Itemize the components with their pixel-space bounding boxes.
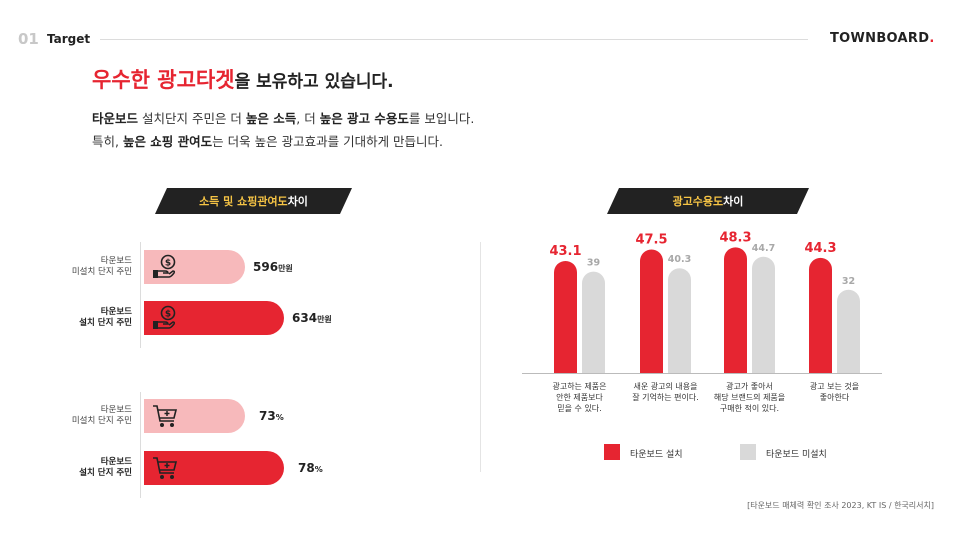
sub2-part1: 특히,	[92, 134, 123, 149]
sub1-part4: , 더	[296, 111, 320, 126]
source-note: [타운보드 매체력 확인 조사 2023, KT IS / 한국리서치]	[747, 501, 934, 510]
section-label: Target	[47, 32, 91, 46]
logo-text: TOWNBOARD	[830, 31, 930, 46]
value-label-installed-3: 44.3	[804, 241, 836, 256]
income-value-unit: 만원	[278, 264, 293, 273]
bar-uninstalled-0	[582, 271, 605, 373]
title-rest: 을 보유하고 있습니다.	[234, 72, 394, 92]
shopping-value-unit: %	[275, 413, 284, 422]
category-label-line: 해당 브랜드의 제품을	[713, 393, 786, 402]
right-section-title: 광고수용도 차이	[607, 188, 809, 214]
hand-coin-icon: $	[153, 254, 176, 278]
value-label-installed-2: 48.3	[719, 230, 751, 245]
income-value-unit: 만원	[317, 315, 332, 324]
sub2-part2: 높은 쇼핑 관여도	[122, 134, 213, 149]
bar-installed-3	[809, 257, 832, 373]
header-divider	[100, 39, 808, 40]
income-value-number: 634	[292, 311, 318, 325]
shopping-value-number: 78	[298, 461, 315, 475]
bar-uninstalled-3	[837, 289, 860, 373]
income-row-label-line2: 미설치 단지 주민	[71, 267, 132, 277]
shopping-row-label-line2: 미설치 단지 주민	[71, 416, 132, 426]
left-title-rest: 차이	[287, 195, 308, 208]
subtitle-line-2: 특히, 높은 쇼핑 관여도는 더욱 높은 광고효과를 기대하게 만듭니다.	[92, 131, 443, 150]
bar-installed-0	[554, 260, 577, 373]
bar-installed-2	[724, 247, 747, 373]
category-label-line: 광고하는 제품은	[552, 382, 607, 391]
page-title: 우수한 광고타겟을 보유하고 있습니다.	[92, 64, 394, 94]
right-title-rest: 차이	[723, 195, 744, 208]
category-label-line: 광고 보는 것을	[809, 382, 860, 391]
value-label-uninstalled-2: 44.7	[752, 243, 775, 254]
category-label-line: 잘 기억하는 편이다.	[632, 393, 699, 402]
income-row-label-line1: 타운보드	[100, 307, 132, 317]
sub2-part3: 는 더욱 높은 광고효과를 기대하게 만듭니다.	[212, 134, 444, 149]
category-label-line: 구매한 적이 있다.	[719, 404, 780, 413]
sub1-part5: 높은 광고 수용도	[319, 111, 409, 126]
shopping-cart-icon	[153, 405, 178, 427]
right-title-em: 광고수용도	[672, 195, 724, 208]
legend-label-uninstalled: 타운보드 미설치	[766, 450, 827, 460]
income-row-label-line1: 타운보드	[100, 256, 132, 266]
svg-text:$: $	[165, 258, 171, 268]
section-number: 01	[18, 30, 39, 48]
income-value-number: 596	[253, 260, 279, 274]
section-divider	[480, 242, 481, 472]
bar-installed-1	[640, 249, 663, 373]
svg-text:$: $	[165, 309, 171, 319]
income-group-axis	[140, 242, 141, 348]
title-highlight: 우수한 광고타겟	[92, 68, 235, 92]
category-label-line: 믿을 수 있다.	[557, 404, 602, 413]
shopping-row-label-line1: 타운보드	[100, 457, 132, 467]
left-title-em: 소득 및 쇼핑관여도	[199, 195, 288, 208]
value-label-uninstalled-1: 40.3	[668, 254, 691, 265]
legend-label-installed: 타운보드 설치	[630, 450, 683, 460]
income-bar-uninstalled	[144, 250, 245, 284]
category-label-line: 광고가 좋아서	[726, 382, 773, 391]
shopping-row-label-line2: 설치 단지 주민	[79, 468, 132, 478]
category-label-line: 새운 광고의 내용을	[633, 382, 698, 391]
bar-uninstalled-2	[752, 256, 775, 373]
sub1-part3: 높은 소득	[245, 111, 297, 126]
value-label-uninstalled-3: 32	[842, 276, 855, 287]
income-row-label-installed: 타운보드 설치 단지 주민	[6, 307, 132, 329]
sub1-part2: 설치단지 주민은 더	[138, 111, 246, 126]
shopping-value-unit: %	[314, 465, 323, 474]
sub1-part1: 타운보드	[92, 111, 139, 126]
subtitle-line-1: 타운보드 설치단지 주민은 더 높은 소득, 더 높은 광고 수용도를 보입니다…	[92, 108, 474, 127]
income-value-uninstalled: 596만원	[253, 260, 293, 274]
shopping-bar-uninstalled	[144, 399, 245, 433]
shopping-value-number: 73	[259, 409, 276, 423]
income-row-label-uninstalled: 타운보드 미설치 단지 주민	[6, 256, 132, 278]
logo-dot: .	[929, 31, 935, 46]
shopping-cart-icon	[153, 457, 178, 479]
shopping-value-uninstalled: 73%	[259, 409, 284, 423]
left-section-title: 소득 및 쇼핑관여도 차이	[155, 188, 352, 214]
shopping-row-label-uninstalled: 타운보드 미설치 단지 주민	[6, 405, 132, 427]
category-label-line: 안한 제품보다	[556, 393, 603, 402]
income-value-installed: 634만원	[292, 311, 332, 325]
legend-swatch-installed	[604, 444, 620, 460]
value-label-uninstalled-0: 39	[587, 258, 600, 269]
sub1-part6: 를 보입니다.	[408, 111, 475, 126]
shopping-value-installed: 78%	[298, 461, 323, 475]
legend-swatch-uninstalled	[740, 444, 756, 460]
shopping-row-label-installed: 타운보드 설치 단지 주민	[6, 457, 132, 479]
hand-coin-icon: $	[153, 305, 176, 329]
shopping-row-label-line1: 타운보드	[100, 405, 132, 415]
category-label-line: 좋아한다	[819, 393, 850, 402]
townboard-logo: TOWNBOARD.	[830, 31, 935, 46]
income-row-label-line2: 설치 단지 주민	[79, 318, 132, 328]
bar-uninstalled-1	[668, 268, 691, 373]
value-label-installed-0: 43.1	[549, 244, 581, 259]
value-label-installed-1: 47.5	[635, 233, 667, 248]
shopping-group-axis	[140, 392, 141, 498]
ad-acceptance-chart: 43.1 39 47.540.3 48.344.7 44.3 32	[522, 230, 882, 374]
